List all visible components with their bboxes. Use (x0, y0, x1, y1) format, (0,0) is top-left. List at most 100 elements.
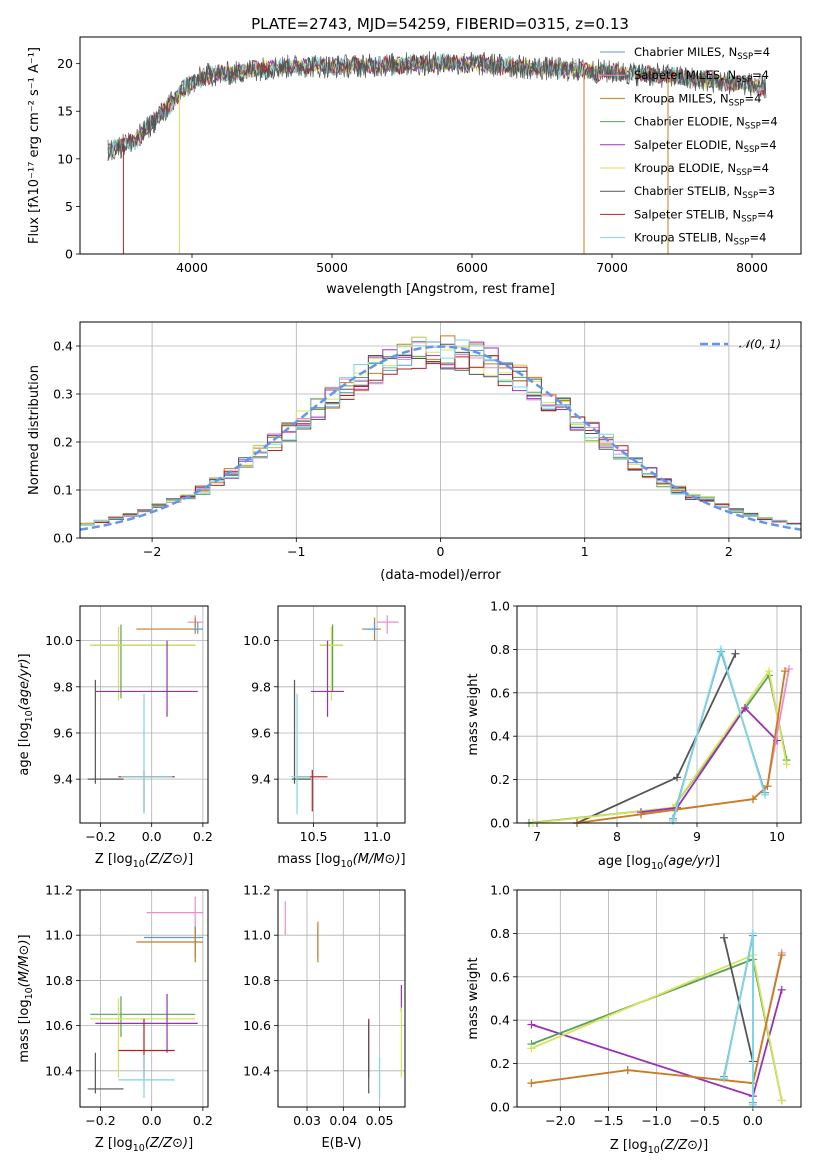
axes-frame (79, 605, 209, 824)
x-tick-label: 8 (613, 829, 621, 844)
mass-ebv-panel: 0.03 0.04 0.05 10.4 10.6 10.8 11.0 11.2 E(B-V) (243, 883, 406, 1151)
y-tick-label: 0.0 (490, 1100, 510, 1115)
legend-label: Salpeter ELODIE, NSSP=4 (634, 138, 777, 155)
axes-frame (516, 605, 802, 824)
x-tick-label: 2 (725, 544, 733, 559)
y-tick-label: 0.0 (490, 816, 510, 831)
x-tick-label: 0.0 (142, 829, 162, 844)
axes-frame (277, 605, 406, 824)
mass-weight-line (528, 673, 788, 824)
x-tick-label: 6000 (456, 260, 488, 275)
y-tick-label: 11.2 (45, 883, 73, 898)
y-tick-label: 0.8 (490, 642, 510, 657)
y-axis-label: Normed distribution (27, 365, 42, 495)
legend-label: Kroupa MILES, NSSP=4 (634, 91, 761, 108)
mass-Z-panel: −0.2 0.0 0.2 10.4 10.6 10.8 11.0 11.2 Z [log10(Z… (17, 883, 213, 1155)
x-tick-label: 1 (581, 544, 589, 559)
axes-frame (79, 321, 802, 539)
y-tick-label: 9.6 (53, 725, 73, 740)
y-tick-label: 9.8 (251, 679, 271, 694)
x-axis-label: mass [log10(M/M⊙)] (277, 852, 405, 870)
y-tick-label: 0.3 (53, 387, 73, 402)
y-tick-label: 0.2 (490, 1056, 510, 1071)
x-axis-label: wavelength [Angstrom, rest frame] (326, 282, 555, 297)
y-tick-label: 0.8 (490, 926, 510, 941)
x-axis-label: E(B-V) (321, 1136, 361, 1151)
y-tick-label: 1.0 (490, 883, 510, 898)
y-tick-label: 0.0 (53, 531, 73, 546)
axes-frame (79, 889, 209, 1108)
y-tick-label: 0.4 (490, 729, 510, 744)
x-tick-label: 0.03 (293, 1113, 321, 1128)
figure-title: PLATE=2743, MJD=54259, FIBERID=0315, z=0… (251, 15, 629, 33)
x-tick-label: 0.2 (193, 829, 213, 844)
y-axis-label: age [log10(age/yr)] (17, 653, 35, 775)
axes-frame (79, 36, 802, 255)
x-tick-label: 11.0 (363, 829, 391, 844)
y-tick-label: 10.0 (243, 633, 271, 648)
mw-Z-panel: −2.0 −1.5 −1.0 −0.5 0.0 0.0 0.2 0.4 0.6 0.8 1.0 Z [… (466, 883, 802, 1156)
x-tick-label: 0.2 (193, 1113, 213, 1128)
y-tick-label: 10.6 (45, 1018, 73, 1033)
y-tick-label: 1.0 (490, 599, 510, 614)
legend-label: Kroupa STELIB, NSSP=4 (634, 231, 766, 248)
x-tick-label: −2.0 (545, 1113, 575, 1128)
y-tick-label: 10.4 (45, 1063, 73, 1078)
x-axis-label: (data-model)/error (380, 568, 501, 583)
x-tick-label: 4000 (176, 260, 208, 275)
y-axis-label: mass weight (466, 957, 481, 1039)
x-tick-label: 10 (769, 829, 785, 844)
y-tick-label: 0.4 (490, 1013, 510, 1028)
y-tick-label: 11.2 (243, 883, 271, 898)
y-tick-label: 0.2 (490, 772, 510, 787)
y-tick-label: 9.4 (53, 772, 73, 787)
x-tick-label: 8000 (736, 260, 768, 275)
y-tick-label: 0.2 (53, 435, 73, 450)
y-axis-label: Flux [fλ10⁻¹⁷ erg cm⁻² s⁻¹ A⁻¹] (27, 47, 42, 244)
x-tick-label: 9 (693, 829, 701, 844)
legend-label: Chabrier MILES, NSSP=4 (634, 45, 770, 62)
gaussian-curve (79, 345, 802, 531)
mass-weight-line (531, 954, 783, 1085)
y-tick-label: 10.8 (243, 973, 271, 988)
legend-label: 𝒩(0, 1) (739, 337, 781, 351)
x-tick-label: −0.5 (690, 1113, 720, 1128)
spectrum-legend: Chabrier MILES, NSSP=4 Salpeter MILES, NS… (600, 45, 778, 248)
x-tick-label: 7000 (596, 260, 628, 275)
mw-age-panel: 7 8 9 10 0.0 0.2 0.4 0.6 0.8 1.0 age [log10(age/yr… (466, 599, 802, 872)
x-tick-label: −0.2 (85, 829, 115, 844)
legend-label: Salpeter STELIB, NSSP=4 (634, 207, 774, 224)
x-tick-label: 0.0 (743, 1113, 763, 1128)
y-tick-label: 9.4 (251, 772, 271, 787)
x-tick-label: 0 (437, 544, 445, 559)
mass-weight-line (576, 653, 737, 824)
spectrum-data-line (107, 51, 767, 161)
x-tick-label: 0.05 (366, 1113, 394, 1128)
legend-label: Salpeter MILES, NSSP=4 (634, 68, 769, 85)
legend-label: Chabrier ELODIE, NSSP=4 (634, 115, 778, 132)
x-tick-label: 0.04 (329, 1113, 357, 1128)
spectrum-panel: 4000 5000 6000 7000 8000 0 5 10 15 20 wavelength [… (27, 36, 802, 297)
y-tick-label: 9.6 (251, 725, 271, 740)
y-tick-label: 0.6 (490, 685, 510, 700)
y-tick-label: 10.8 (45, 973, 73, 988)
x-axis-label: Z [log10(Z/Z⊙)] (610, 1138, 708, 1156)
y-tick-label: 11.0 (45, 928, 73, 943)
y-tick-label: 0.6 (490, 969, 510, 984)
x-tick-label: −1.5 (593, 1113, 623, 1128)
mass-weight-line (640, 706, 778, 813)
x-axis-label: Z [log10(Z/Z⊙)] (95, 1136, 193, 1154)
residuals-panel: −2 −1 0 1 2 0.0 0.1 0.2 0.3 0.4 𝒩(0, 1) (data-model… (27, 321, 802, 583)
y-tick-label: 5 (65, 199, 73, 214)
y-tick-label: 15 (57, 104, 73, 119)
y-tick-label: 10.0 (45, 633, 73, 648)
x-tick-label: 5000 (316, 260, 348, 275)
y-tick-label: 10.6 (243, 1018, 271, 1033)
x-tick-label: 7 (533, 829, 541, 844)
x-tick-label: −1.0 (641, 1113, 671, 1128)
y-tick-label: 11.0 (243, 928, 271, 943)
legend-label: Kroupa ELODIE, NSSP=4 (634, 161, 769, 178)
y-axis-label: mass [log10(M/M⊙)] (17, 934, 35, 1062)
y-axis-label: mass weight (466, 673, 481, 755)
